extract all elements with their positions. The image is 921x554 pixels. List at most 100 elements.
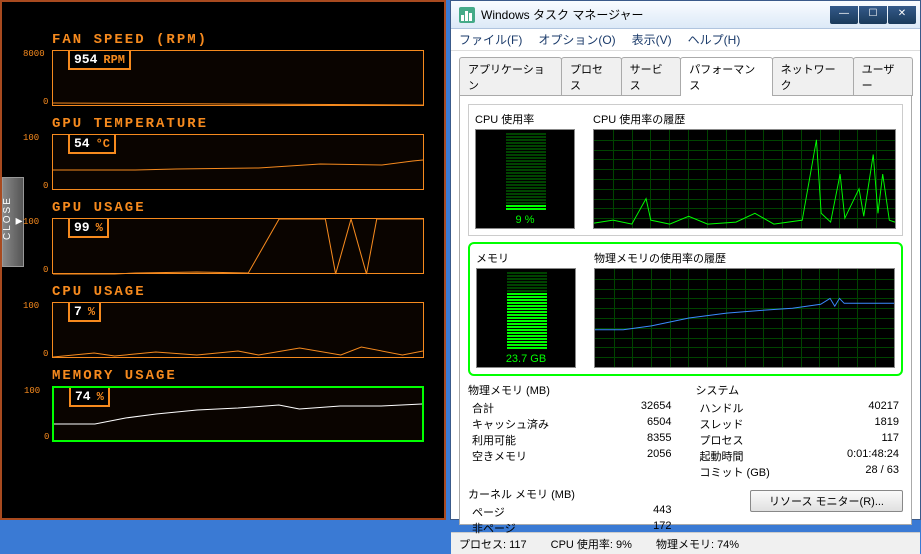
hw-content: FAN SPEED (RPM)80000954RPMGPU TEMPERATUR… bbox=[2, 2, 444, 472]
metric-value-box: 7% bbox=[68, 303, 101, 322]
tabs: アプリケーションプロセスサービスパフォーマンスネットワークユーザー bbox=[451, 51, 920, 96]
stat-value: 1819 bbox=[875, 416, 899, 432]
stat-row: 合計32654 bbox=[468, 400, 676, 416]
metric-graph: 100099% bbox=[52, 218, 424, 274]
stat-value: 117 bbox=[881, 432, 899, 448]
stat-row: コミット (GB) 28 / 63 bbox=[696, 464, 904, 480]
resource-monitor-button[interactable]: リソース モニター(R)... bbox=[750, 490, 903, 512]
stat-value: 2056 bbox=[647, 448, 671, 464]
stat-value: 40217 bbox=[868, 400, 899, 416]
stat-label: ページ bbox=[472, 504, 505, 520]
maximize-button[interactable]: ☐ bbox=[859, 6, 887, 24]
window-buttons: — ☐ ✕ bbox=[830, 6, 916, 24]
stats-col: システムハンドル40217スレッド 1819 プロセス 117 起動時間 0:01:48:… bbox=[696, 382, 904, 480]
menu-item[interactable]: オプション(O) bbox=[538, 31, 615, 48]
stats-col: カーネル メモリ (MB) ページ 443 非ページ 172 bbox=[468, 486, 676, 536]
stat-value: 0:01:48:24 bbox=[847, 448, 899, 464]
stat-row: キャッシュ済み 6504 bbox=[468, 416, 676, 432]
minimize-button[interactable]: — bbox=[830, 6, 858, 24]
mem-gauge-text: 23.7 GB bbox=[477, 353, 575, 365]
metric-2: GPU USAGE 100099% bbox=[52, 200, 424, 274]
metric-value: 954 bbox=[74, 52, 97, 67]
y-bot: 0 bbox=[43, 181, 48, 191]
metric-value-box: 54 °C bbox=[68, 135, 116, 154]
y-bot: 0 bbox=[43, 265, 48, 275]
mem-gauge-label: メモリ bbox=[476, 250, 586, 266]
tab[interactable]: アプリケーション bbox=[459, 57, 562, 96]
metric-value: 7 bbox=[74, 304, 82, 319]
metric-graph: 100074% bbox=[52, 386, 424, 442]
stat-label: コミット (GB) bbox=[700, 464, 770, 480]
metric-value: 99 bbox=[74, 220, 90, 235]
performance-tab-body: CPU 使用率 9 % CPU 使用率の履歴 メモリ 23.7 GB bbox=[459, 95, 912, 525]
menu-item[interactable]: ヘルプ(H) bbox=[688, 31, 741, 48]
tab[interactable]: ユーザー bbox=[853, 57, 913, 96]
stats-title: カーネル メモリ (MB) bbox=[468, 486, 676, 502]
tab[interactable]: サービス bbox=[621, 57, 682, 96]
stat-value: 443 bbox=[653, 504, 671, 520]
hardware-monitor-panel: CLOSE FAN SPEED (RPM)80000954RPMGPU TEMP… bbox=[0, 0, 446, 520]
cpu-section: CPU 使用率 9 % CPU 使用率の履歴 bbox=[468, 104, 903, 236]
cpu-gauge-text: 9 % bbox=[476, 214, 574, 226]
stat-label: キャッシュ済み bbox=[472, 416, 549, 432]
metric-unit: % bbox=[97, 390, 104, 404]
stat-label: 起動時間 bbox=[700, 448, 744, 464]
metric-title: MEMORY USAGE bbox=[52, 368, 424, 384]
stat-value: 8355 bbox=[647, 432, 671, 448]
titlebar[interactable]: Windows タスク マネージャー — ☐ ✕ bbox=[451, 1, 920, 29]
y-top: 100 bbox=[23, 217, 39, 227]
metric-1: GPU TEMPERATURE100054°C bbox=[52, 116, 424, 190]
metric-title: GPU USAGE bbox=[52, 200, 424, 216]
cpu-gauge-label: CPU 使用率 bbox=[475, 111, 585, 127]
status-memory: 物理メモリ: 74% bbox=[656, 536, 739, 552]
stat-row: 起動時間 0:01:48:24 bbox=[696, 448, 904, 464]
metric-graph: 100054°C bbox=[52, 134, 424, 190]
stat-row: 非ページ 172 bbox=[468, 520, 676, 536]
stat-value: 172 bbox=[653, 520, 671, 536]
stat-label: スレッド bbox=[700, 416, 744, 432]
tab[interactable]: パフォーマンス bbox=[680, 57, 772, 96]
tab[interactable]: ネットワーク bbox=[772, 57, 854, 96]
metric-unit: °C bbox=[96, 137, 110, 151]
tab[interactable]: プロセス bbox=[561, 57, 622, 96]
metric-unit: RPM bbox=[103, 53, 125, 67]
y-bot: 0 bbox=[43, 97, 48, 107]
mem-gauge: 23.7 GB bbox=[476, 268, 576, 368]
window-title: Windows タスク マネージャー bbox=[481, 6, 830, 23]
y-bot: 0 bbox=[44, 432, 49, 442]
stats-area-2: カーネル メモリ (MB) ページ 443 非ページ 172 リソース モニター(R)..… bbox=[468, 486, 903, 536]
stats-title: システム bbox=[696, 382, 904, 398]
mem-hist-label: 物理メモリの使用率の履歴 bbox=[594, 250, 895, 266]
menu-item[interactable]: ファイル(F) bbox=[459, 31, 522, 48]
metric-unit: % bbox=[96, 221, 103, 235]
stat-label: プロセス bbox=[700, 432, 744, 448]
stat-row: ハンドル40217 bbox=[696, 400, 904, 416]
metric-value-box: 99% bbox=[68, 219, 109, 238]
cpu-gauge: 9 % bbox=[475, 129, 575, 229]
metric-unit: % bbox=[88, 305, 95, 319]
close-tab[interactable]: CLOSE bbox=[2, 177, 24, 267]
memory-section: メモリ 23.7 GB 物理メモリの使用率の履歴 bbox=[468, 242, 903, 376]
metric-value: 54 bbox=[74, 136, 90, 151]
status-cpu: CPU 使用率: 9% bbox=[551, 536, 632, 552]
stat-value: 6504 bbox=[647, 416, 671, 432]
metric-value-box: 954 RPM bbox=[68, 51, 131, 70]
stats-area: 物理メモリ (MB)合計32654キャッシュ済み6504利用可能8355空きメモ… bbox=[468, 382, 903, 480]
stat-value: 32654 bbox=[641, 400, 672, 416]
stat-row: 利用可能 8355 bbox=[468, 432, 676, 448]
stat-row: スレッド 1819 bbox=[696, 416, 904, 432]
stat-label: 非ページ bbox=[472, 520, 516, 536]
stat-row: ページ 443 bbox=[468, 504, 676, 520]
menu-item[interactable]: 表示(V) bbox=[632, 31, 672, 48]
stat-label: 空きメモリ bbox=[472, 448, 527, 464]
mem-history-graph bbox=[594, 268, 895, 368]
metric-4: MEMORY USAGE 100074% bbox=[52, 368, 424, 442]
metric-graph: 80000954RPM bbox=[52, 50, 424, 106]
y-top: 100 bbox=[24, 386, 40, 396]
stat-label: 利用可能 bbox=[472, 432, 516, 448]
y-top: 8000 bbox=[23, 49, 45, 59]
stat-value: 28 / 63 bbox=[865, 464, 899, 480]
metric-3: CPU USAGE10007% bbox=[52, 284, 424, 358]
close-button[interactable]: ✕ bbox=[888, 6, 916, 24]
task-manager-window: Windows タスク マネージャー — ☐ ✕ ファイル(F) オプション(O)… bbox=[450, 0, 921, 520]
